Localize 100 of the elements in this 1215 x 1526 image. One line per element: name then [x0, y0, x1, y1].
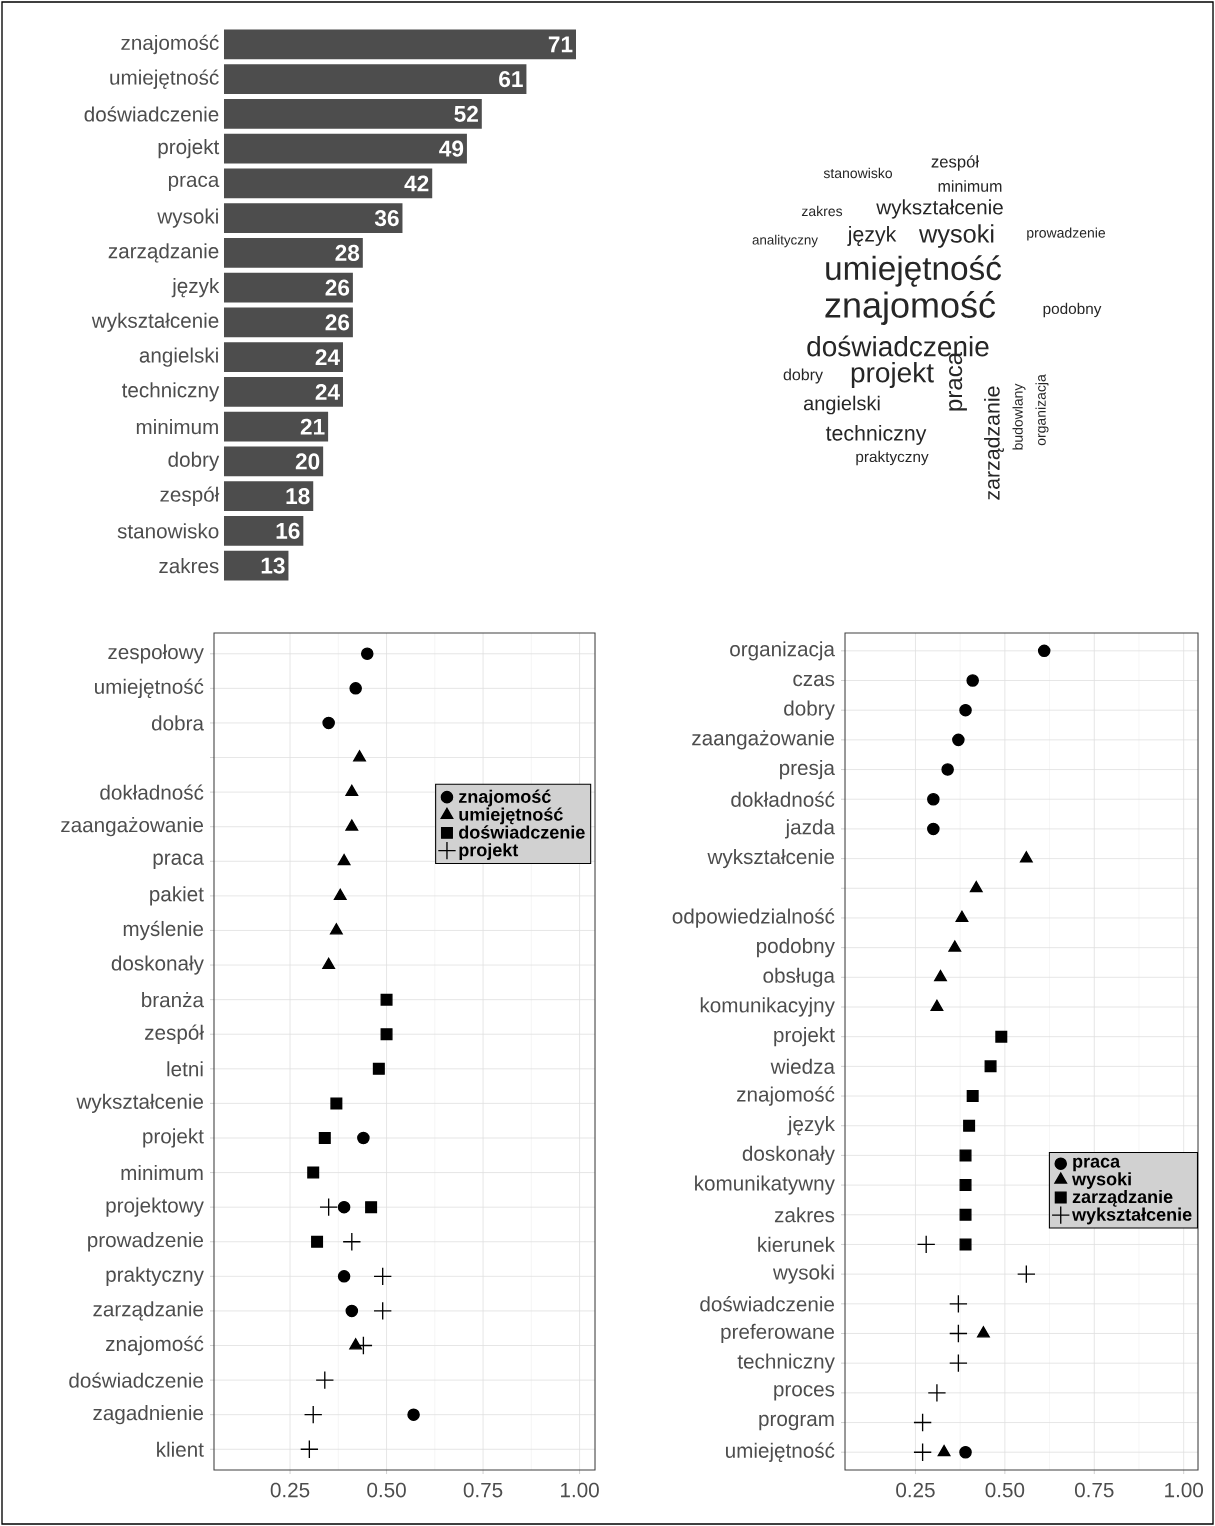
y-tick-label: praktyczny [106, 1266, 204, 1286]
point [927, 822, 940, 836]
point [318, 1131, 331, 1144]
bar [224, 342, 343, 373]
y-tick-label: podobny [757, 938, 835, 958]
y-tick-label: doświadczenie [84, 106, 219, 122]
category-label: zarządzanie [984, 386, 1004, 500]
category-label: prowadzenie [1027, 227, 1106, 241]
point [303, 1405, 323, 1425]
category-label: analityczny [752, 234, 818, 248]
bar [224, 376, 343, 407]
point [337, 853, 351, 866]
point [342, 1232, 362, 1252]
y-tick-label: myślenie [123, 920, 204, 941]
point [349, 682, 362, 695]
y-tick-label: praca [153, 853, 204, 869]
data-label: 36 [374, 210, 399, 227]
legend-label: wykształcenie [1072, 1207, 1192, 1225]
y-tick-label: znajomość [121, 34, 219, 55]
point [322, 957, 336, 970]
x-tick-label: 0.25 [270, 1482, 310, 1498]
category-label: znajomość [825, 291, 996, 325]
y-tick-label: doskonały [742, 1145, 835, 1166]
y-tick-label: branża [142, 992, 204, 1008]
point [959, 1238, 972, 1251]
y-tick-label: zakres [774, 1207, 835, 1223]
point [319, 1197, 338, 1217]
y-tick-label: pakiet [150, 886, 204, 906]
point [360, 647, 374, 661]
point [916, 1235, 936, 1254]
y-tick-label: techniczny [121, 382, 220, 402]
y-tick-label: projekt [774, 1027, 835, 1047]
y-tick-label: dokładność [731, 791, 835, 807]
data-label: 52 [454, 105, 478, 122]
point [322, 716, 335, 730]
category-label: budowlany [1012, 383, 1026, 450]
y-tick-label: dokładność [100, 784, 204, 800]
x-tick-label: 0.75 [1074, 1482, 1114, 1498]
data-label: 26 [325, 279, 350, 296]
category-label: język [847, 226, 897, 246]
bar [224, 481, 314, 512]
y-tick-label: umiejętność [110, 69, 219, 89]
y-tick-label: znajomość [106, 1335, 204, 1356]
point [969, 880, 983, 893]
y-tick-label: wykształcenie [76, 1093, 204, 1114]
point [959, 1208, 972, 1221]
data-label: 26 [325, 314, 350, 331]
point [1037, 644, 1051, 658]
x-tick-label: 0.25 [896, 1482, 935, 1498]
y-tick-label: doświadczenie [700, 1296, 835, 1312]
y-tick-label: znajomość [737, 1086, 835, 1106]
bar [224, 411, 329, 442]
point [966, 674, 979, 687]
y-tick-label: projektowy [106, 1197, 204, 1217]
data-label: 13 [261, 557, 285, 574]
bar [224, 203, 403, 234]
y-tick-label: kierunek [758, 1236, 835, 1253]
y-tick-label: zespołowy [108, 644, 204, 664]
y-tick-label: czas [793, 674, 835, 687]
point [1017, 1264, 1036, 1284]
bar [224, 168, 433, 199]
point [345, 784, 359, 797]
category-label: praktyczny [856, 450, 929, 466]
data-label: 28 [335, 244, 360, 261]
point [927, 1383, 947, 1403]
y-tick-label: doskonały [111, 955, 204, 975]
bar [224, 272, 353, 303]
point [372, 1062, 385, 1075]
y-tick-label: program [759, 1414, 834, 1431]
y-tick-label: dobra [151, 715, 204, 731]
y-tick-label: zespół [160, 486, 220, 506]
data-label: 24 [315, 349, 340, 366]
point [333, 888, 347, 900]
bar [224, 550, 289, 581]
y-tick-label: projekt [143, 1128, 204, 1148]
x-tick-label: 1.00 [561, 1482, 599, 1498]
legend-label: praca [1073, 1157, 1121, 1172]
bar [224, 29, 576, 60]
data-label: 18 [286, 488, 310, 505]
point [966, 1090, 979, 1103]
point [948, 940, 962, 952]
point [937, 1444, 951, 1457]
category-label: minimum [938, 180, 1002, 192]
point [955, 910, 969, 922]
category-label: angielski [803, 395, 880, 415]
category-label: techniczny [825, 425, 927, 445]
y-tick-label: jazda [785, 819, 835, 839]
point [315, 1370, 335, 1390]
y-tick-label: zarządzanie [108, 243, 219, 263]
data-label: 61 [499, 71, 523, 88]
legend-label: znajomość [459, 789, 551, 807]
point [934, 969, 947, 982]
y-tick-label: wykształcenie [707, 848, 835, 869]
bar [224, 64, 527, 95]
y-tick-label: zakres [159, 558, 219, 574]
point [307, 1166, 320, 1179]
y-tick-label: język [171, 278, 220, 298]
y-tick-label: zaangażowanie [61, 817, 204, 837]
y-tick-label: minimum [136, 419, 218, 435]
point [345, 1304, 359, 1318]
